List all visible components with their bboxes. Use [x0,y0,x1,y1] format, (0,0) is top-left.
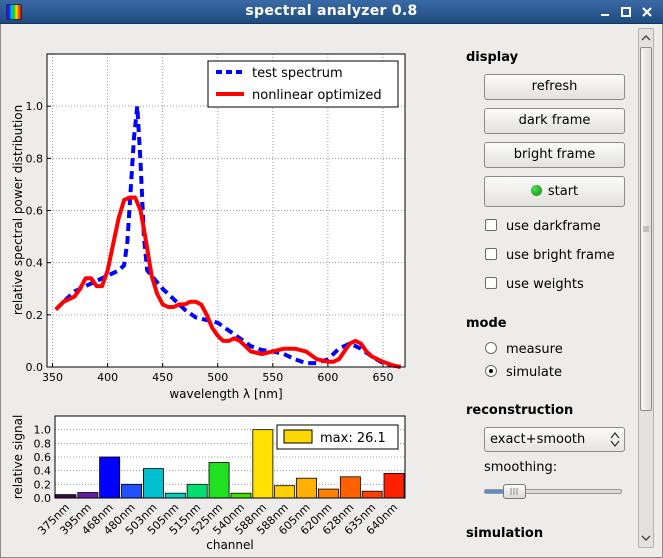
bar-635nm [361,490,383,499]
grip-icon [510,488,518,495]
bar-468nm [99,456,121,499]
tick-label-x: 550 [262,371,283,384]
tick-label-y: 0.2 [34,478,52,491]
tick-label-x: 600 [317,371,338,384]
spectrum-xlabel: wavelength λ [nm] [169,387,282,401]
bar-480nm [121,483,143,499]
bar-503nm [142,468,164,499]
tick-label-y: 0.4 [26,257,44,270]
close-icon[interactable] [640,5,654,19]
grip-icon [643,226,649,232]
tick-label-y: 0.6 [34,451,52,464]
maximize-icon[interactable] [619,5,633,19]
reconstruction-method-select[interactable]: exact+smooth [484,427,625,452]
use-weights-checkbox[interactable]: use weights [485,277,584,293]
app-spectrum-icon[interactable] [6,4,22,20]
use-darkframe-checkbox[interactable]: use darkframe [485,219,601,235]
dark-frame-button[interactable]: dark frame [484,108,625,134]
bar-588nm [274,485,296,499]
bar-540nm [230,492,252,499]
tick-label-y: 0.8 [34,437,52,450]
tick-label-x: 650 [372,371,393,384]
scrollbar-thumb[interactable] [640,47,652,411]
checkbox-box[interactable] [485,219,497,231]
use-darkframe-label: use darkframe [506,219,601,234]
smoothing-slider-track[interactable] [484,489,622,494]
series-test-spectrum [54,104,401,368]
measure-radio[interactable]: measure [485,342,563,358]
scroll-down-icon[interactable] [639,531,653,545]
title-bar: spectral analyzer 0.8 [0,0,663,24]
tick-label-x: 450 [152,371,173,384]
bar-395nm [77,492,99,499]
bar-525nm [208,462,230,499]
spectrum-series [54,104,401,369]
series-nonlinear-optimized [54,195,401,369]
bar-505nm [164,492,186,499]
tick-label-y: 1.0 [26,100,44,113]
display-heading: display [466,50,519,65]
channel-bar-chart: 0.00.20.40.60.81.0375nm395nm468nm480nm50… [11,415,406,552]
radio-circle[interactable] [485,342,497,354]
smoothing-label: smoothing: [484,460,558,475]
bar-xlabel: channel [206,538,253,552]
legend-max-label: max: 26.1 [320,431,386,446]
reconstruction-method-value: exact+smooth [490,432,586,447]
vertical-scrollbar[interactable] [638,28,654,548]
bar-legend: max: 26.1 [276,424,399,450]
checkbox-box[interactable] [485,248,497,260]
simulate-radio[interactable]: simulate [485,365,562,381]
checkbox-box[interactable] [485,277,497,289]
bar-515nm [186,483,208,499]
minimize-icon[interactable] [598,5,612,19]
start-button[interactable]: start [484,176,625,207]
bar-588nm [252,429,274,499]
tick-label-x: 350 [42,371,63,384]
tick-label-y: 0.4 [34,465,52,478]
tick-label-y: 0.8 [26,152,44,165]
legend-nonlinear-label: nonlinear optimized [252,88,382,103]
tick-label-y: 0.2 [26,309,44,322]
measure-label: measure [506,342,563,357]
smoothing-slider-handle[interactable] [503,484,526,499]
bar-620nm [317,488,339,499]
smoothing-slider-fill [485,490,513,493]
bar-605nm [296,477,318,499]
start-button-label: start [547,184,579,199]
bar-375nm [55,494,77,499]
legend-max-swatch [283,429,313,444]
tick-label-y: 0.0 [34,492,52,505]
tick-label-x: 400 [97,371,118,384]
bar-628nm [339,476,361,499]
use-bright-frame-label: use bright frame [506,248,615,263]
spectrum-legend: test spectrum nonlinear optimized [207,60,399,108]
reconstruction-heading: reconstruction [466,403,574,418]
scroll-up-icon[interactable] [639,31,653,45]
spectrum-grid [47,54,405,368]
use-bright-frame-checkbox[interactable]: use bright frame [485,248,615,264]
simulate-label: simulate [506,365,562,380]
use-weights-label: use weights [506,277,584,292]
tick-label-y: 1.0 [34,424,52,437]
updown-arrows-icon [610,431,620,448]
bar-640nm [383,473,405,499]
spectrum-ylabel: relative spectral power distribution [11,105,25,315]
legend-test-spectrum-label: test spectrum [252,66,343,81]
tick-label-y: 0.0 [26,361,44,374]
mode-heading: mode [466,316,507,331]
window-title: spectral analyzer 0.8 [245,3,418,19]
bar-marks [55,429,405,499]
simulation-heading: simulation [466,526,544,541]
bar-ylabel: relative signal [11,415,25,500]
tick-label-y: 0.6 [26,205,44,218]
spectrum-ticks: 350 400 450 500 550 600 650 0.0 0.2 0.4 0.6 0.8 1.0 [26,100,394,384]
tick-label-x: 500 [207,371,228,384]
refresh-button[interactable]: refresh [484,74,625,100]
spectrum-chart: 350 400 450 500 550 600 6500.00.20.40.60.81.0 … [11,53,406,401]
status-led-icon [530,185,542,196]
bright-frame-button[interactable]: bright frame [484,142,625,168]
radio-circle[interactable] [485,365,497,377]
